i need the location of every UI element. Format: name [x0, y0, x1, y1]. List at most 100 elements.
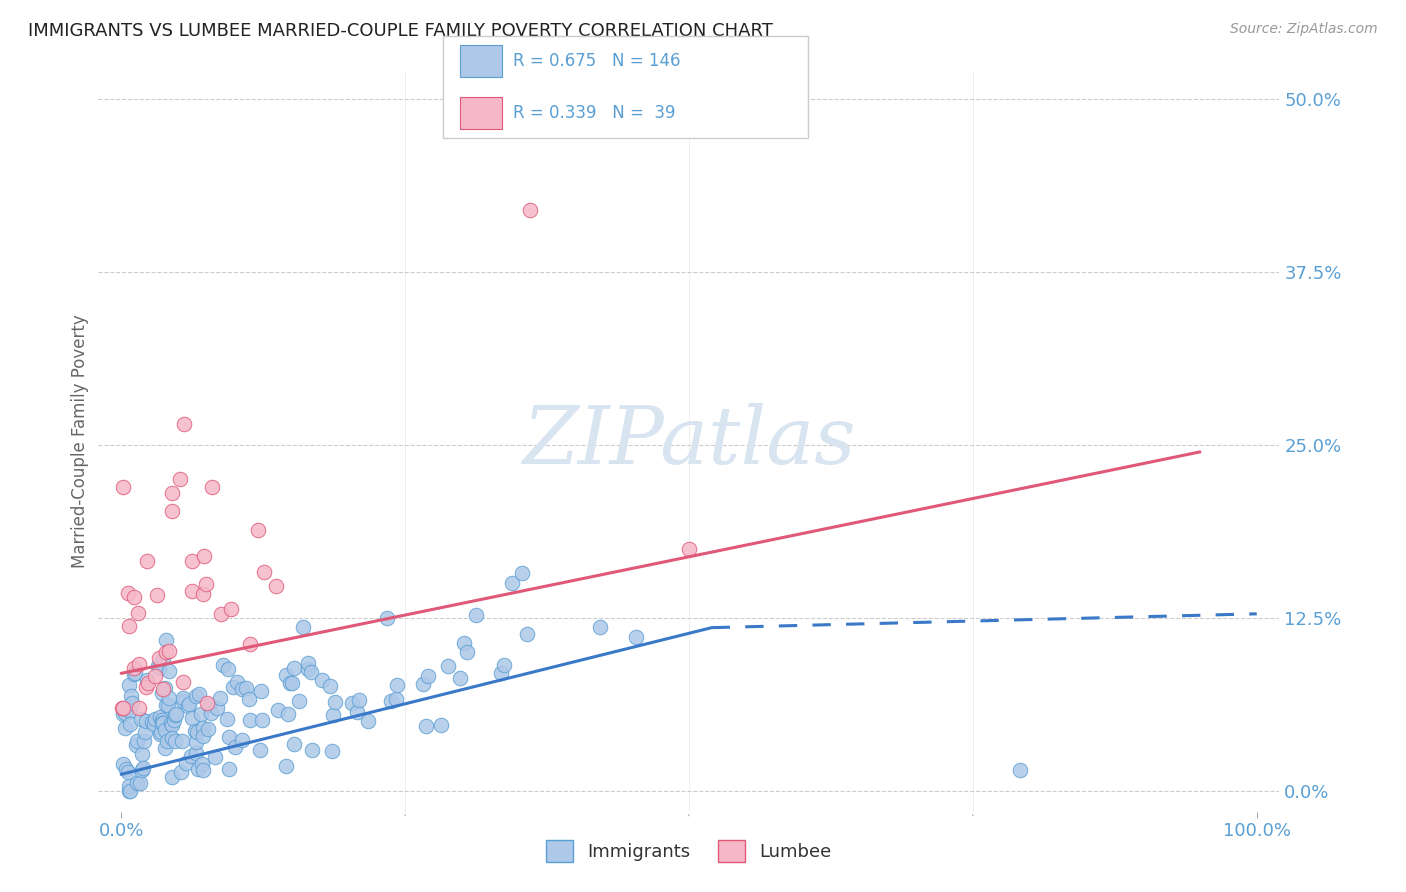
Point [184, 723, 207, 738]
Point [222, 680, 245, 694]
Point [157, 664, 180, 678]
Text: ZIPatlas: ZIPatlas [522, 403, 856, 480]
Point [118, 619, 141, 633]
Point [125, 776, 148, 790]
Point [208, 691, 231, 706]
Point [122, 590, 145, 604]
Point [142, 716, 165, 731]
Point [157, 691, 180, 706]
Point [132, 734, 155, 748]
Point [238, 692, 260, 706]
Point [143, 712, 166, 726]
Point [250, 684, 273, 698]
Point [128, 657, 150, 671]
Point [239, 713, 262, 727]
Point [207, 701, 229, 715]
Point [155, 741, 177, 756]
Point [135, 714, 157, 729]
Point [112, 480, 135, 494]
Point [212, 657, 235, 672]
Point [239, 637, 262, 651]
Text: IMMIGRANTS VS LUMBEE MARRIED-COUPLE FAMILY POVERTY CORRELATION CHART: IMMIGRANTS VS LUMBEE MARRIED-COUPLE FAMI… [28, 22, 773, 40]
Point [218, 762, 240, 776]
Point [217, 712, 239, 726]
Point [347, 692, 370, 706]
Point [346, 705, 368, 719]
Point [195, 696, 218, 710]
Point [180, 749, 202, 764]
Point [198, 698, 221, 712]
Point [111, 701, 134, 715]
Point [165, 706, 187, 721]
Point [129, 713, 152, 727]
Point [112, 706, 135, 721]
Point [162, 504, 184, 518]
Point [117, 784, 139, 798]
Point [465, 608, 488, 623]
Point [190, 756, 212, 771]
Point [297, 662, 319, 676]
Point [114, 721, 136, 735]
Point [342, 696, 364, 710]
Point [131, 747, 153, 761]
Point [246, 523, 269, 537]
Point [165, 707, 187, 722]
Point [180, 711, 202, 725]
Point [155, 645, 177, 659]
Point [143, 669, 166, 683]
Point [120, 690, 142, 704]
Point [357, 714, 380, 729]
Point [184, 747, 207, 761]
Point [159, 715, 181, 730]
Point [253, 566, 276, 580]
Point [157, 644, 180, 658]
Point [150, 715, 173, 730]
Point [148, 661, 170, 675]
Point [163, 734, 186, 748]
Point [224, 739, 246, 754]
Point [153, 681, 176, 695]
Point [278, 675, 301, 690]
Point [288, 694, 311, 708]
Point [297, 656, 319, 670]
Point [184, 735, 207, 749]
Point [193, 549, 215, 564]
Point [127, 734, 149, 748]
Point [291, 620, 314, 634]
Point [136, 673, 159, 687]
Point [191, 587, 214, 601]
Point [128, 701, 150, 715]
Point [117, 764, 139, 779]
Point [187, 762, 209, 776]
Point [172, 675, 194, 690]
Point [437, 659, 460, 673]
Point [132, 760, 155, 774]
Point [172, 694, 194, 708]
Point [321, 708, 343, 723]
Point [283, 661, 305, 675]
Point [589, 620, 612, 634]
Point [231, 681, 253, 696]
Point [129, 776, 152, 790]
Point [187, 687, 209, 701]
Point [201, 479, 224, 493]
Point [193, 721, 215, 735]
Point [127, 606, 149, 620]
Point [174, 756, 197, 771]
Point [283, 737, 305, 751]
Y-axis label: Married-Couple Family Poverty: Married-Couple Family Poverty [70, 315, 89, 568]
Point [150, 713, 173, 727]
Point [124, 738, 146, 752]
Point [311, 673, 333, 687]
Point [510, 566, 533, 580]
Point [281, 676, 304, 690]
Point [176, 698, 198, 713]
Point [169, 472, 191, 486]
Point [430, 717, 453, 731]
Point [321, 743, 343, 757]
Point [318, 679, 340, 693]
Point [150, 724, 173, 739]
Point [415, 719, 437, 733]
Point [172, 691, 194, 706]
Point [197, 722, 219, 736]
